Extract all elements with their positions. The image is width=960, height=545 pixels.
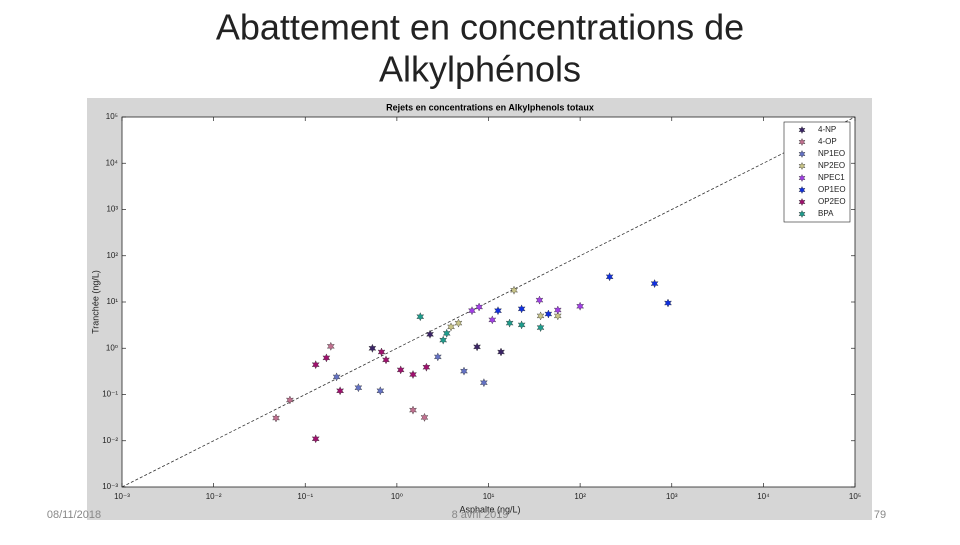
identity-line [121,116,856,488]
data-point [544,309,553,319]
data-point [376,386,385,396]
legend-marker [798,138,806,146]
y-tick-label: 10² [106,251,118,260]
legend-label: OP1EO [818,185,846,194]
legend-label: 4-NP [818,125,836,134]
data-point [272,413,280,423]
data-point [536,323,545,333]
data-point [664,298,672,308]
data-point [553,305,562,315]
slide-title: Alkylphénols [379,49,581,90]
legend-marker [798,198,806,206]
data-point [517,304,526,314]
y-tick-label: 10⁴ [106,158,119,167]
y-tick-label: 10⁻³ [102,482,118,491]
data-point [285,395,294,405]
legend-label: NP2EO [818,161,845,170]
data-point [420,412,429,422]
data-point [311,360,320,370]
data-point [454,318,463,328]
legend-label: NP1EO [818,149,845,158]
x-tick-label: 10⁻² [206,492,222,501]
data-point [447,322,455,332]
data-point [382,355,390,365]
y-tick-label: 10¹ [106,297,118,306]
data-point [409,405,417,415]
data-point [468,306,476,316]
page-number: 79 [874,509,886,521]
data-point [473,342,481,352]
data-point [505,318,514,328]
legend-label: OP2EO [818,197,846,206]
data-point [326,341,335,351]
data-point [311,434,320,444]
data-point [416,312,425,322]
legend-box [783,121,851,223]
data-point [517,320,526,330]
data-point [488,315,497,325]
legend-marker [798,186,806,194]
y-tick-label: 10³ [106,205,118,214]
slide-title: Abattement en concentrations de [216,7,744,48]
x-tick-label: 10³ [666,492,678,501]
y-tick-label: 10⁻¹ [102,390,118,399]
x-tick-label: 10¹ [483,492,495,501]
data-point [605,272,614,282]
x-tick-label: 10⁻¹ [297,492,313,501]
data-point [475,302,484,312]
legend-marker [798,210,806,218]
x-tick-label: 10⁴ [757,492,770,501]
data-point [433,352,442,362]
data-point [426,329,434,339]
data-point [536,311,545,321]
y-tick-label: 10⁵ [106,112,118,121]
data-point [377,347,386,357]
data-point [422,362,431,372]
data-point [553,311,562,321]
x-tick-label: 10⁻³ [114,492,130,501]
y-tick-label: 10⁰ [106,343,118,352]
data-point [354,383,363,393]
x-tick-label: 10² [574,492,586,501]
legend-marker [798,150,806,158]
data-point [442,328,451,338]
legend-label: 4-OP [818,137,837,146]
data-point [479,378,488,388]
data-point [535,295,544,305]
data-point [322,353,331,363]
data-point [497,347,505,357]
data-point [460,366,468,376]
legend-marker [798,126,806,134]
date: 08/11/2018 [47,509,101,521]
data-point [396,365,405,375]
chart-title: Rejets en concentrations en Alkylphenols… [386,102,594,112]
legend-marker [798,162,806,170]
data-point [494,306,502,316]
x-tick-label: 10⁰ [391,492,403,501]
data-point [439,335,448,345]
data-point [409,369,417,379]
data-point [332,372,341,382]
data-point [510,285,518,295]
footer: 8 avril 2019 [452,509,509,521]
legend-label: BPA [818,209,834,218]
x-axis-label: Asphalte (ng/L) [459,504,520,514]
data-point [650,279,659,289]
data-point [368,343,377,353]
legend-label: NPEC1 [818,173,845,182]
data-point [576,301,585,311]
y-tick-label: 10⁻² [102,436,118,445]
legend-marker [798,174,806,182]
x-tick-label: 10⁵ [849,492,861,501]
y-axis-label: Tranchée (ng/L) [90,270,100,334]
data-point [336,386,345,396]
